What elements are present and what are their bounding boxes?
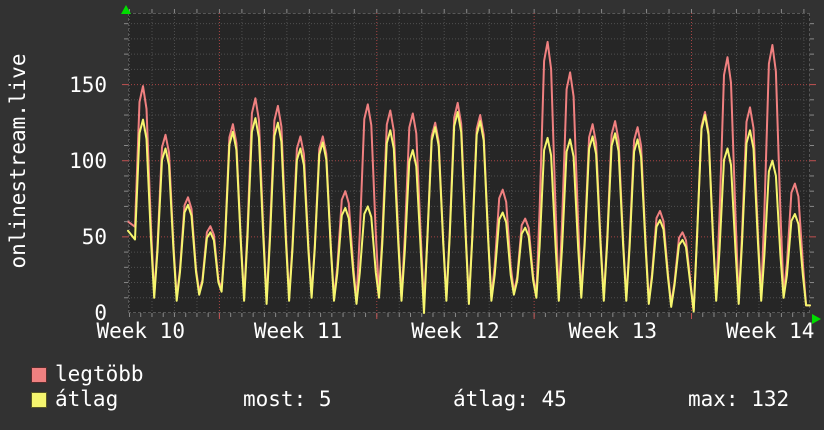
y-tick-label-0: 0 bbox=[94, 301, 107, 325]
stat-most: most: 5 bbox=[243, 387, 332, 411]
stat-atlag: átlag: 45 bbox=[453, 387, 567, 411]
x-axis-label-week-14: Week 14 bbox=[725, 319, 815, 343]
legend-swatch-legtobb bbox=[31, 367, 47, 383]
legend-swatch-atlag bbox=[31, 392, 47, 408]
stat-max: max: 132 bbox=[688, 387, 790, 411]
x-axis-label-week-12: Week 12 bbox=[411, 319, 500, 343]
x-axis-label-week-13: Week 13 bbox=[568, 319, 658, 343]
y-tick-label-150: 150 bbox=[69, 72, 107, 97]
data-series bbox=[127, 40, 811, 314]
legend-label-legtobb: legtöbb bbox=[55, 362, 144, 386]
y-axis-arrow-up-icon bbox=[121, 5, 131, 14]
legend-label-atlag: átlag bbox=[55, 387, 119, 411]
y-tick-label-50: 50 bbox=[81, 224, 107, 249]
x-axis-arrow-right-icon bbox=[812, 314, 821, 324]
x-axis-label-week-10: Week 10 bbox=[96, 319, 185, 343]
gridlines bbox=[128, 13, 810, 313]
axis-ticks bbox=[122, 9, 816, 319]
x-axis-label-week-11: Week 11 bbox=[253, 319, 343, 343]
y-tick-label-100: 100 bbox=[69, 148, 107, 173]
